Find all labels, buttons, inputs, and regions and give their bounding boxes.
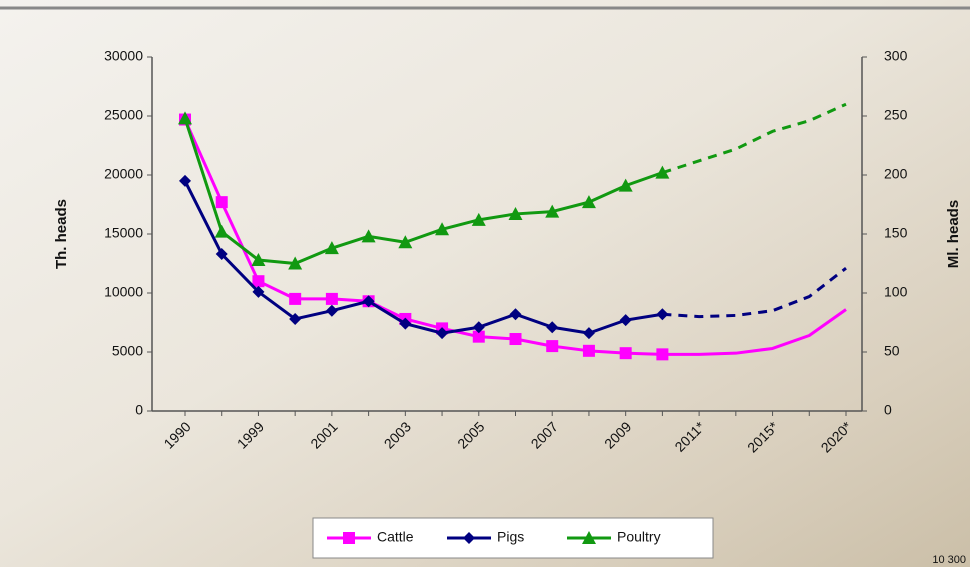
marker (399, 317, 412, 330)
series-line (183, 117, 663, 265)
legend-label: Poultry (617, 529, 661, 545)
marker (252, 285, 265, 298)
marker (251, 252, 266, 266)
marker (214, 224, 229, 238)
marker (472, 330, 485, 343)
y-tick-label: 25000 (104, 107, 143, 123)
marker (343, 532, 355, 544)
legend-label: Pigs (497, 529, 524, 545)
marker (546, 340, 559, 353)
y2-tick-label: 300 (884, 48, 908, 64)
y2-axis-title: Ml. heads (945, 200, 962, 268)
marker (656, 308, 669, 321)
y-axis-title: Th. heads (53, 199, 70, 269)
marker (178, 111, 192, 125)
marker (509, 308, 522, 321)
marker (361, 229, 376, 243)
marker (546, 321, 559, 334)
marker (509, 333, 522, 346)
marker (362, 295, 375, 308)
series-line (183, 180, 663, 335)
marker (656, 348, 669, 361)
marker (436, 327, 449, 340)
y-tick-label: 5000 (112, 343, 143, 359)
marker (398, 235, 413, 249)
marker (619, 347, 632, 360)
marker (289, 292, 302, 305)
marker (619, 314, 632, 327)
marker (215, 196, 228, 209)
y2-tick-label: 200 (884, 166, 908, 182)
marker (582, 531, 596, 544)
y-tick-label: 30000 (104, 48, 143, 64)
y-tick-label: 10000 (104, 284, 143, 300)
projection-line (661, 102, 847, 175)
footnote: 10 300 (932, 554, 966, 566)
marker (288, 256, 303, 270)
marker (325, 304, 338, 317)
marker (581, 195, 596, 209)
legend-label: Cattle (377, 529, 414, 545)
marker (289, 312, 302, 325)
marker (471, 212, 486, 226)
y-tick-label: 20000 (104, 166, 143, 182)
marker (655, 165, 670, 179)
y2-tick-label: 150 (884, 225, 908, 241)
marker (325, 292, 338, 305)
y-tick-label: 0 (135, 402, 143, 418)
marker (252, 275, 265, 288)
marker (472, 321, 485, 334)
marker (463, 532, 475, 544)
marker (618, 178, 633, 192)
y2-tick-label: 100 (884, 284, 908, 300)
y2-tick-label: 0 (884, 402, 892, 418)
y2-tick-label: 50 (884, 343, 900, 359)
marker (215, 248, 228, 261)
marker (179, 174, 191, 187)
marker (435, 222, 450, 236)
legend-box (312, 517, 714, 559)
marker (324, 241, 339, 255)
y2-tick-label: 250 (884, 107, 908, 123)
y-tick-label: 15000 (104, 225, 143, 241)
marker (545, 204, 560, 218)
marker (582, 327, 595, 340)
marker (508, 206, 523, 220)
marker (582, 344, 595, 357)
